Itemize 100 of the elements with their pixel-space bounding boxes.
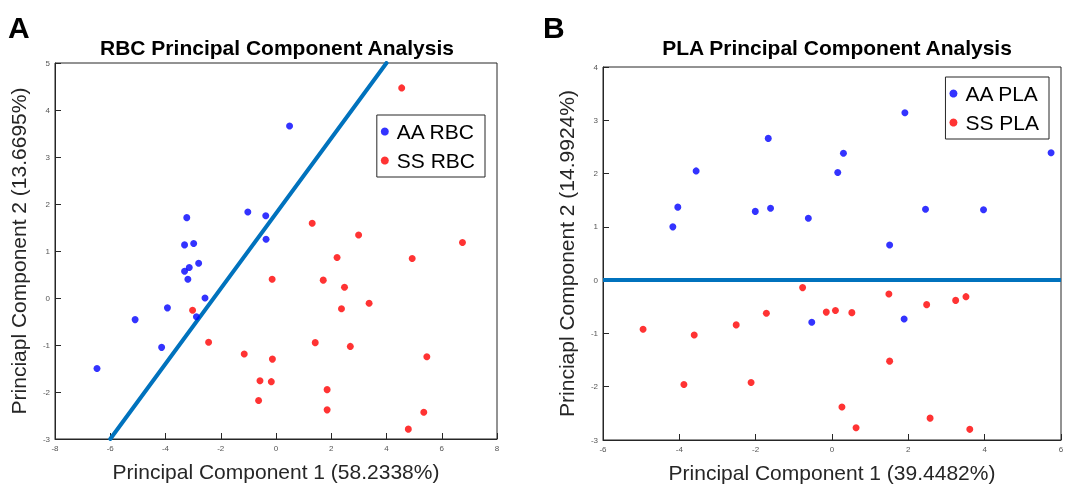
- point: [808, 318, 816, 326]
- point: [408, 255, 416, 263]
- point: [674, 203, 682, 211]
- point: [244, 208, 252, 216]
- point: [834, 169, 842, 176]
- x-axis-title: Principal Component 1 (58.2338%): [112, 460, 440, 483]
- x-tick-label: 8: [494, 443, 500, 453]
- point: [669, 223, 677, 231]
- point: [184, 275, 192, 283]
- point: [185, 263, 193, 271]
- point: [319, 276, 327, 284]
- y-tick-label: -2: [590, 382, 599, 392]
- point: [181, 241, 189, 249]
- legend-label: SS RBC: [396, 149, 475, 172]
- point: [181, 267, 189, 275]
- point: [458, 239, 466, 247]
- y-tick-label: 0: [45, 293, 51, 303]
- point: [839, 149, 847, 157]
- point: [922, 205, 930, 213]
- point: [923, 301, 931, 309]
- point: [762, 309, 770, 317]
- y-tick-label: 2: [593, 169, 599, 179]
- point: [852, 424, 860, 432]
- point: [268, 275, 276, 283]
- point: [962, 293, 970, 301]
- point: [764, 134, 772, 142]
- point: [333, 254, 341, 262]
- y-tick-label: 1: [45, 246, 51, 256]
- legend-label: AA RBC: [396, 120, 474, 143]
- y-tick-label: 3: [593, 115, 599, 125]
- point: [831, 307, 839, 315]
- point: [901, 109, 909, 117]
- point: [131, 316, 139, 324]
- x-tick-label: -2: [217, 443, 225, 453]
- point: [680, 381, 688, 389]
- text: B: [543, 10, 565, 44]
- chart-title: RBC Principal Component Analysis: [100, 36, 454, 59]
- point: [308, 219, 316, 227]
- point: [822, 308, 830, 316]
- point: [323, 406, 331, 414]
- point: [267, 378, 275, 386]
- point: [767, 204, 775, 212]
- point: [323, 386, 331, 394]
- text: A: [8, 10, 30, 44]
- point: [346, 342, 354, 350]
- x-tick-label: 6: [439, 443, 445, 453]
- x-tick-label: 0: [829, 444, 835, 454]
- point: [799, 284, 807, 292]
- point: [926, 414, 934, 422]
- point: [952, 296, 960, 304]
- y-tick-label: -3: [590, 435, 599, 445]
- point: [690, 331, 698, 339]
- point: [804, 214, 812, 222]
- y-tick-label: 4: [593, 62, 599, 72]
- point: [183, 214, 191, 222]
- point: [93, 365, 101, 372]
- y-tick-label: -3: [42, 434, 51, 444]
- x-tick-label: -6: [106, 443, 115, 453]
- point: [420, 408, 428, 416]
- point: [848, 309, 856, 317]
- x-tick-label: 6: [1058, 444, 1064, 454]
- y-tick-label: -1: [42, 340, 51, 350]
- point: [189, 306, 197, 314]
- point: [404, 425, 412, 433]
- chart-title: PLA Principal Component Analysis: [662, 36, 1012, 59]
- legend-label: SS PLA: [965, 111, 1040, 134]
- point: [355, 231, 363, 239]
- point: [747, 378, 755, 386]
- point: [341, 283, 349, 291]
- point: [268, 355, 276, 363]
- point: [1047, 149, 1055, 157]
- y-tick-label: 5: [45, 58, 51, 68]
- y-tick-label: -2: [42, 387, 51, 397]
- y-axis-title: Princiapl Component 2 (14.9924%): [555, 90, 578, 417]
- point: [195, 259, 203, 267]
- point: [286, 122, 294, 130]
- point: [886, 357, 894, 365]
- x-tick-label: -6: [599, 444, 608, 454]
- point: [262, 212, 270, 220]
- point: [980, 206, 988, 214]
- y-tick-label: 2: [45, 199, 51, 209]
- point: [337, 305, 345, 313]
- point: [163, 304, 171, 312]
- point: [692, 167, 700, 175]
- x-tick-label: 2: [329, 443, 335, 453]
- point: [255, 396, 263, 404]
- point: [190, 239, 198, 247]
- point: [311, 339, 319, 347]
- y-tick-label: -1: [590, 328, 599, 338]
- point: [886, 241, 894, 249]
- point: [398, 84, 406, 92]
- y-tick-label: 1: [593, 222, 599, 232]
- x-tick-label: -4: [675, 444, 684, 454]
- point: [262, 235, 270, 243]
- point: [966, 425, 974, 433]
- x-tick-label: -8: [51, 443, 60, 453]
- x-tick-label: 4: [384, 443, 390, 453]
- point: [256, 377, 264, 385]
- point: [365, 299, 373, 307]
- x-tick-label: -2: [752, 444, 760, 454]
